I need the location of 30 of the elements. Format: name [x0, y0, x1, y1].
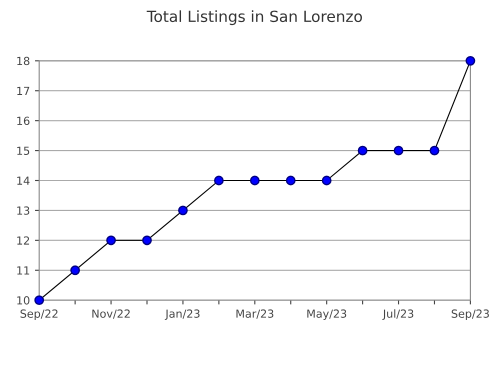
point: [178, 206, 188, 216]
point: [106, 235, 116, 246]
y-tick-label: 15: [17, 146, 30, 155]
x-tick-label: Nov/22: [92, 309, 130, 319]
y-tick-label: 11: [17, 266, 30, 274]
x-tick-label: Mar/23: [236, 309, 274, 319]
x-tick-label: Jul/23: [382, 309, 414, 320]
point: [142, 235, 152, 246]
point: [70, 265, 80, 276]
point: [214, 176, 224, 186]
point: [394, 146, 404, 156]
y-tick-label: 18: [17, 56, 30, 66]
point: [34, 295, 44, 306]
x-tick-label: Sep/23: [452, 309, 489, 320]
point: [322, 176, 332, 186]
chart-title: Total Listings in San Lorenzo: [146, 10, 362, 26]
y-tick-label: 17: [17, 86, 30, 95]
y-tick-label: 14: [17, 176, 30, 185]
x-tick-label: Jan/23: [164, 309, 200, 320]
point: [250, 176, 260, 186]
x-tick-label: Sep/22: [20, 309, 58, 320]
point: [358, 146, 368, 156]
point: [466, 56, 476, 66]
x-tick-label: May/23: [307, 309, 346, 320]
point: [430, 146, 440, 156]
point: [286, 176, 296, 186]
y-tick-label: 13: [17, 206, 30, 215]
y-tick-label: 16: [17, 116, 30, 126]
y-tick-label: 10: [17, 296, 30, 305]
y-tick-label: 12: [17, 236, 30, 245]
